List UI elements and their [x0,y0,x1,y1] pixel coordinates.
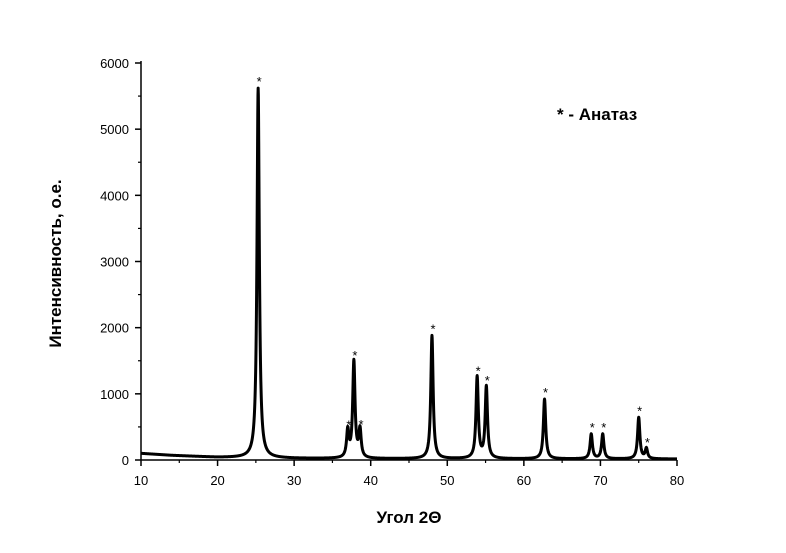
legend-label: * - Анатаз [557,105,637,124]
peak-asterisk: * [637,404,642,419]
y-axis-title: Интенсивность, о.е. [46,179,65,347]
x-tick-label: 30 [287,473,301,488]
peak-asterisk: * [543,385,548,400]
peak-asterisk: * [352,348,357,363]
peak-asterisk: * [346,418,351,433]
x-tick-label: 10 [134,473,148,488]
x-axis-title: Угол 2Θ [377,508,442,527]
y-tick-label: 1000 [100,387,129,402]
peak-asterisk: * [430,322,435,337]
y-tick-label: 2000 [100,321,129,336]
y-tick-label: 6000 [100,56,129,71]
x-tick-label: 60 [517,473,531,488]
diffraction-series-line [139,86,679,461]
x-tick-label: 20 [210,473,224,488]
peak-asterisk: * [476,363,481,378]
peak-asterisk: * [257,74,262,89]
y-tick-label: 5000 [100,122,129,137]
x-tick-label: 40 [363,473,377,488]
y-tick-label: 4000 [100,188,129,203]
peak-marks: * * * * * * * * * * * * [257,74,650,450]
y-axis: 0 1000 2000 3000 4000 5000 6000 [100,56,141,468]
x-tick-label: 70 [593,473,607,488]
peak-asterisk: * [358,417,363,432]
x-tick-label: 50 [440,473,454,488]
y-tick-label: 3000 [100,255,129,270]
x-tick-label: 80 [670,473,684,488]
x-axis: 10 20 30 40 50 60 70 80 [134,460,684,488]
peak-asterisk: * [590,420,595,435]
y-tick-label: 0 [122,453,129,468]
peak-asterisk: * [601,420,606,435]
peak-asterisk: * [645,435,650,450]
peak-asterisk: * [485,373,490,388]
